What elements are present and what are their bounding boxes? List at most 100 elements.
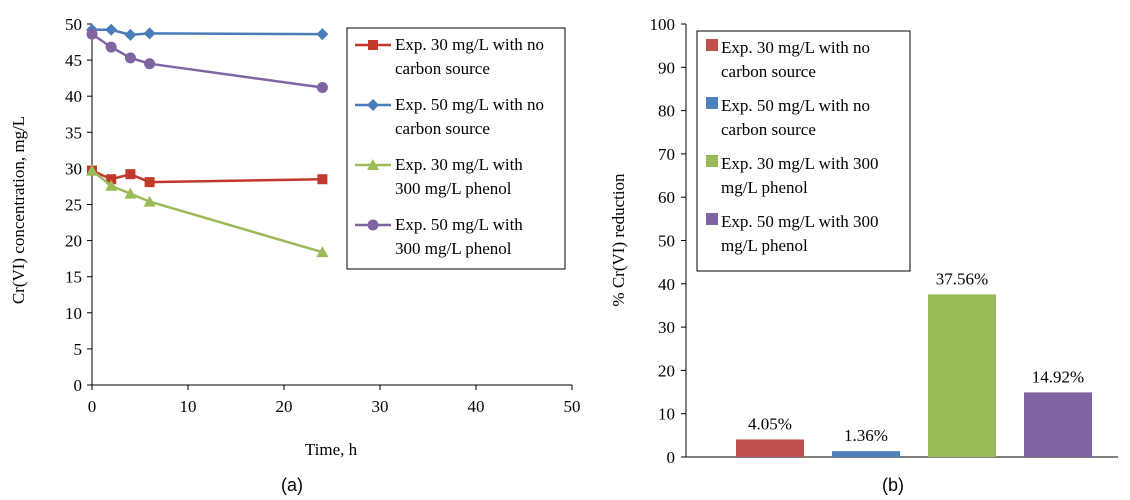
legend-label: Exp. 30 mg/L with	[395, 155, 523, 174]
bar-data-label: 1.36%	[844, 426, 888, 445]
square-marker	[368, 40, 378, 50]
legend-swatch	[706, 213, 718, 225]
circle-marker	[316, 82, 328, 94]
bar	[1024, 392, 1092, 457]
legend-label: Exp. 30 mg/L with no	[721, 38, 870, 57]
diamond-marker	[143, 27, 156, 40]
line-chart-legend: Exp. 30 mg/L with no carbon source Exp. 50…	[346, 27, 566, 270]
legend-entry: Exp. 30 mg/L with no carbon source	[706, 38, 870, 81]
legend-label: 300 mg/L phenol	[395, 239, 512, 258]
circle-marker	[105, 41, 117, 53]
circle-marker	[124, 52, 136, 64]
line-chart-y-ticks: 0 5 10 15 20 25 30 35 40 45 50	[65, 15, 92, 395]
bar-chart-caption: (b)	[882, 475, 904, 495]
triangle-marker	[105, 179, 118, 191]
y-tick-label: 20	[65, 232, 82, 251]
bar	[832, 451, 900, 457]
diamond-marker	[105, 23, 118, 36]
triangle-marker	[143, 195, 156, 207]
diamond-marker	[316, 28, 329, 41]
y-tick-label: 30	[658, 318, 675, 337]
diamond-marker	[367, 99, 379, 111]
legend-entry: Exp. 50 mg/L with 300 mg/L phenol	[706, 212, 879, 255]
y-tick-label: 20	[658, 361, 675, 380]
bar-group-3: 37.56%	[928, 269, 996, 457]
y-tick-label: 45	[65, 51, 82, 70]
legend-box	[346, 27, 566, 270]
y-tick-label: 15	[65, 268, 82, 287]
legend-entry: Exp. 30 mg/L with no carbon source	[355, 35, 544, 78]
bar-chart-y-ticks: 0 10 20 30 40 50 60 70 80 90 100	[650, 15, 686, 467]
bar-data-label: 14.92%	[1032, 367, 1084, 386]
legend-label: Exp. 30 mg/L with 300	[721, 154, 879, 173]
bar-group-2: 1.36%	[832, 426, 900, 457]
legend-entry: Exp. 30 mg/L with 300 mg/L phenol	[706, 154, 879, 197]
series-2	[86, 23, 329, 41]
legend-entry: Exp. 30 mg/L with 300 mg/L phenol	[355, 155, 523, 198]
line-chart-series	[86, 23, 329, 258]
legend-entry: Exp. 50 mg/L with no carbon source	[355, 95, 544, 138]
legend-entry: Exp. 50 mg/L with 300 mg/L phenol	[355, 215, 523, 258]
x-tick-label: 50	[564, 397, 581, 416]
triangle-marker	[316, 246, 329, 258]
legend-label: Exp. 30 mg/L with no	[395, 35, 544, 54]
legend-label: carbon source	[721, 120, 816, 139]
y-tick-label: 35	[65, 123, 82, 142]
legend-label: Exp. 50 mg/L with 300	[721, 212, 879, 231]
series-line	[91, 169, 323, 254]
y-tick-label: 40	[65, 87, 82, 106]
bar-chart-bars: 4.05% 1.36% 37.56% 14.92%	[736, 269, 1092, 457]
bar-chart-b: 0 10 20 30 40 50 60 70 80 90 100 4.05% 1.36% 37.56% 1…	[609, 15, 1118, 495]
legend-label: 300 mg/L phenol	[395, 179, 512, 198]
legend-label: carbon source	[721, 62, 816, 81]
y-tick-label: 40	[658, 275, 675, 294]
circle-marker	[367, 219, 379, 231]
x-tick-label: 0	[88, 397, 97, 416]
legend-box	[696, 30, 911, 272]
legend-entry: Exp. 50 mg/L with no carbon source	[706, 96, 870, 139]
bar-group-1: 4.05%	[736, 414, 804, 457]
y-tick-label: 60	[658, 188, 675, 207]
y-tick-label: 0	[667, 448, 676, 467]
y-tick-label: 80	[658, 102, 675, 121]
y-tick-label: 10	[65, 304, 82, 323]
y-tick-label: 10	[658, 405, 675, 424]
bar	[928, 294, 996, 457]
y-tick-label: 50	[65, 15, 82, 34]
y-tick-label: 0	[74, 376, 83, 395]
legend-swatch	[706, 155, 718, 167]
y-tick-label: 25	[65, 196, 82, 215]
square-marker	[317, 174, 328, 185]
bar-chart-y-axis-label: % Cr(VI) reduction	[609, 173, 628, 307]
legend-swatch	[706, 39, 718, 51]
legend-label: Exp. 50 mg/L with	[395, 215, 523, 234]
bar-group-4: 14.92%	[1024, 367, 1092, 457]
line-chart-x-axis-label: Time, h	[305, 440, 358, 459]
legend-label: mg/L phenol	[721, 178, 808, 197]
x-tick-label: 10	[180, 397, 197, 416]
legend-label: mg/L phenol	[721, 236, 808, 255]
bar-data-label: 4.05%	[748, 414, 792, 433]
line-chart-caption: (a)	[281, 475, 303, 495]
legend-label: carbon source	[395, 59, 490, 78]
legend-label: Exp. 50 mg/L with no	[395, 95, 544, 114]
y-tick-label: 50	[658, 232, 675, 251]
series-3	[86, 164, 329, 258]
line-chart-a: 0 5 10 15 20 25 30 35 40 45 50 0 10 20 30 40 50 Cr(VI) …	[9, 15, 581, 495]
diamond-marker	[124, 28, 137, 41]
series-4	[86, 28, 328, 94]
y-tick-label: 70	[658, 145, 675, 164]
series-1	[87, 165, 328, 188]
line-chart-x-ticks: 0 10 20 30 40 50	[88, 385, 581, 416]
square-marker	[106, 174, 117, 185]
y-tick-label: 5	[74, 340, 83, 359]
triangle-marker	[124, 187, 137, 199]
x-tick-label: 30	[372, 397, 389, 416]
square-marker	[125, 169, 136, 180]
y-tick-label: 30	[65, 159, 82, 178]
circle-marker	[144, 58, 156, 70]
x-tick-label: 20	[276, 397, 293, 416]
square-marker	[144, 177, 155, 188]
